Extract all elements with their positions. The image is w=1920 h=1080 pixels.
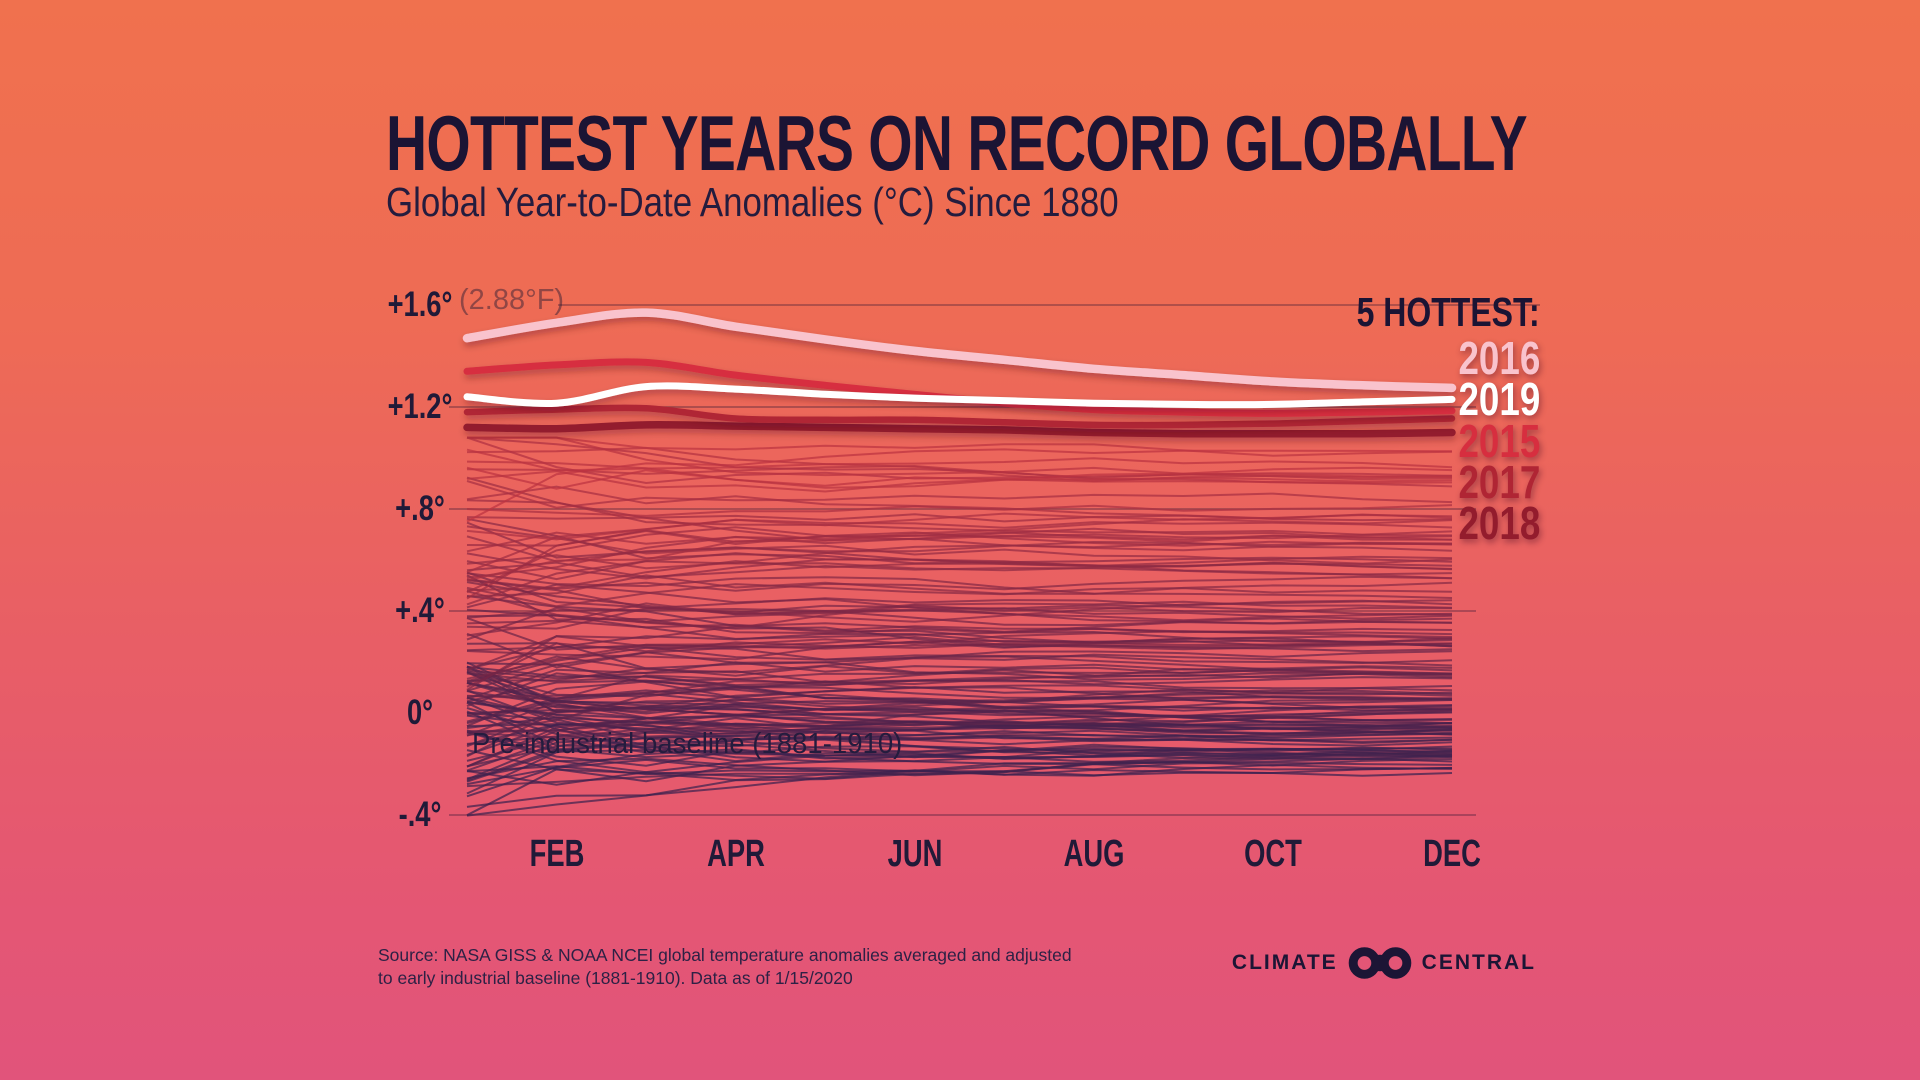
background-year-line	[466, 666, 1453, 701]
line-2017	[463, 404, 1456, 429]
x-axis-label-aug: AUG	[1063, 833, 1125, 875]
x-axis-label-jun: JUN	[887, 833, 943, 875]
background-year-line	[466, 470, 1453, 493]
background-year-line	[466, 574, 1453, 638]
background-year-line	[466, 730, 1453, 762]
y-axis-tick-0.4: +.4°	[395, 591, 445, 630]
background-year-line	[466, 480, 1453, 509]
background-year-line	[466, 583, 1453, 608]
x-axis-label-feb: FEB	[529, 833, 584, 875]
page-title: HOTTEST YEARS ON RECORD GLOBALLY	[386, 99, 1528, 187]
background-year-line	[466, 758, 1453, 786]
background-year-line	[466, 513, 1453, 523]
background-year-line	[466, 572, 1453, 599]
background-year-line	[466, 661, 1453, 700]
source-line-1: Source: NASA GISS & NOAA NCEI global tem…	[378, 945, 1072, 965]
y-axis-tick--0.4: -.4°	[398, 795, 442, 834]
background-year-line	[466, 579, 1453, 623]
x-axis-label-apr: APR	[706, 833, 765, 875]
background-year-line	[466, 597, 1453, 630]
legend-year-2015: 2015	[1458, 414, 1540, 467]
background-year-line	[466, 575, 1453, 592]
line-2019	[463, 382, 1456, 409]
background-year-line	[466, 600, 1453, 637]
y-axis-tick-0: 0°	[406, 693, 434, 732]
background-year-lines	[466, 436, 1453, 817]
background-year-line	[466, 689, 1453, 732]
background-year-line	[466, 730, 1453, 752]
background-year-line	[466, 535, 1453, 579]
background-year-line	[466, 672, 1453, 687]
background-year-line	[466, 680, 1453, 737]
legend-year-2016: 2016	[1458, 332, 1540, 384]
background-year-line	[466, 485, 1453, 520]
background-year-line	[466, 667, 1453, 698]
logo-word-central: CENTRAL	[1421, 951, 1536, 974]
legend-heading: 5 HOTTEST:	[1356, 289, 1540, 335]
background-year-line	[466, 583, 1453, 622]
background-year-line	[466, 552, 1453, 606]
background-year-line	[466, 729, 1453, 780]
background-year-line	[466, 518, 1453, 582]
background-year-line	[467, 436, 1453, 479]
source-attribution: Source: NASA GISS & NOAA NCEI global tem…	[378, 944, 1072, 990]
background-year-line	[466, 590, 1453, 630]
background-year-line	[466, 574, 1453, 598]
background-year-line	[466, 635, 1453, 661]
line-2018	[463, 421, 1456, 438]
y-axis-tick-0.8: +.8°	[395, 489, 445, 528]
background-year-line	[466, 620, 1453, 691]
background-year-line	[466, 460, 1453, 489]
background-year-line	[466, 529, 1453, 600]
background-year-line	[466, 448, 1453, 523]
background-year-line	[467, 436, 1453, 457]
fahrenheit-note: (2.88°F)	[459, 284, 565, 316]
legend-year-2017: 2017	[1458, 455, 1540, 508]
background-year-line	[466, 541, 1453, 570]
legend-year-2019: 2019	[1458, 373, 1540, 426]
climate-central-logo: CLIMATE CENTRAL	[1232, 943, 1536, 983]
background-year-line	[466, 635, 1453, 671]
background-year-line	[466, 466, 1453, 490]
baseline-label: Pre-industrial baseline (1881-1910)	[472, 728, 903, 760]
background-year-line	[466, 619, 1453, 634]
background-year-line	[466, 754, 1453, 817]
legend-year-2018: 2018	[1458, 497, 1540, 550]
y-axis-tick-1.2: +1.2°	[387, 387, 453, 426]
background-year-line	[466, 448, 1453, 472]
y-axis-tick-1.6: +1.6°	[387, 285, 453, 324]
background-year-line	[466, 560, 1453, 581]
x-axis-label-oct: OCT	[1244, 833, 1302, 875]
background-year-line	[466, 653, 1453, 683]
background-year-line	[466, 688, 1453, 737]
background-year-line	[466, 689, 1453, 748]
x-axis-label-dec: DEC	[1423, 833, 1481, 875]
logo-word-climate: CLIMATE	[1231, 951, 1338, 974]
background-year-line	[466, 531, 1453, 553]
hottest-year-lines	[462, 308, 1457, 438]
page-subtitle: Global Year-to-Date Anomalies (°C) Since…	[386, 179, 1119, 225]
climate-central-logo-mark-icon	[1348, 947, 1411, 979]
line-2016	[462, 308, 1457, 393]
background-year-line	[466, 668, 1453, 684]
background-year-line	[466, 752, 1453, 788]
background-year-line	[466, 739, 1453, 782]
background-year-line	[466, 729, 1453, 795]
source-line-2: to early industrial baseline (1881-1910)…	[378, 968, 853, 988]
